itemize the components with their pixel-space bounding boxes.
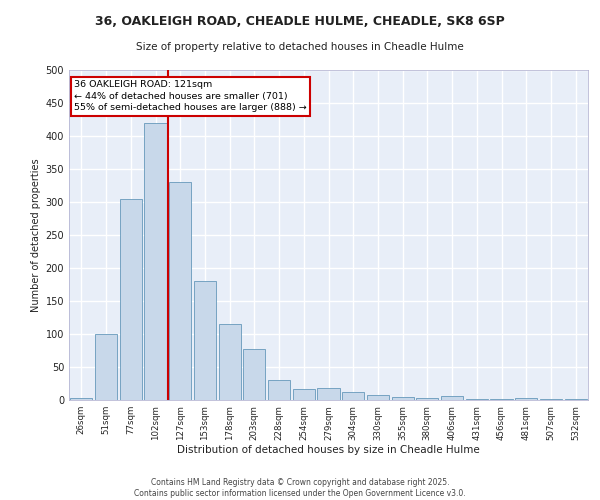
Bar <box>342 392 364 400</box>
Bar <box>119 198 142 400</box>
Bar <box>268 380 290 400</box>
Bar <box>367 394 389 400</box>
Bar <box>441 396 463 400</box>
Bar <box>145 123 167 400</box>
Text: Size of property relative to detached houses in Cheadle Hulme: Size of property relative to detached ho… <box>136 42 464 52</box>
Bar <box>466 398 488 400</box>
Bar <box>194 281 216 400</box>
Bar <box>515 398 538 400</box>
Bar <box>169 182 191 400</box>
Bar <box>565 398 587 400</box>
Bar <box>392 396 414 400</box>
Text: 36 OAKLEIGH ROAD: 121sqm
← 44% of detached houses are smaller (701)
55% of semi-: 36 OAKLEIGH ROAD: 121sqm ← 44% of detach… <box>74 80 307 112</box>
Bar <box>243 349 265 400</box>
Bar <box>416 398 439 400</box>
X-axis label: Distribution of detached houses by size in Cheadle Hulme: Distribution of detached houses by size … <box>177 446 480 456</box>
Y-axis label: Number of detached properties: Number of detached properties <box>31 158 41 312</box>
Bar <box>293 389 315 400</box>
Bar <box>317 388 340 400</box>
Bar <box>95 334 117 400</box>
Text: Contains HM Land Registry data © Crown copyright and database right 2025.
Contai: Contains HM Land Registry data © Crown c… <box>134 478 466 498</box>
Text: 36, OAKLEIGH ROAD, CHEADLE HULME, CHEADLE, SK8 6SP: 36, OAKLEIGH ROAD, CHEADLE HULME, CHEADL… <box>95 15 505 28</box>
Bar <box>218 324 241 400</box>
Bar <box>70 398 92 400</box>
